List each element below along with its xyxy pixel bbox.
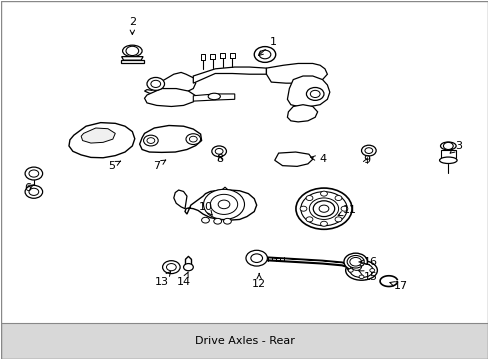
Text: 5: 5 bbox=[108, 161, 121, 171]
Circle shape bbox=[369, 269, 374, 272]
Text: 13: 13 bbox=[154, 271, 170, 287]
Circle shape bbox=[210, 194, 237, 215]
Circle shape bbox=[166, 264, 176, 271]
Polygon shape bbox=[140, 126, 201, 152]
Text: Drive Axles - Rear: Drive Axles - Rear bbox=[194, 336, 294, 346]
Circle shape bbox=[334, 195, 341, 201]
Ellipse shape bbox=[440, 142, 455, 150]
Circle shape bbox=[185, 134, 200, 144]
Circle shape bbox=[305, 217, 312, 222]
Circle shape bbox=[201, 217, 209, 223]
Circle shape bbox=[223, 219, 231, 224]
Polygon shape bbox=[287, 105, 317, 122]
Circle shape bbox=[215, 148, 223, 154]
Polygon shape bbox=[274, 152, 312, 166]
Text: 6: 6 bbox=[24, 183, 34, 193]
Circle shape bbox=[346, 260, 366, 274]
Text: 4: 4 bbox=[310, 154, 325, 164]
Circle shape bbox=[347, 269, 352, 272]
Circle shape bbox=[340, 206, 347, 211]
Polygon shape bbox=[440, 149, 455, 158]
Circle shape bbox=[218, 200, 229, 209]
Circle shape bbox=[250, 254, 262, 262]
Circle shape bbox=[351, 263, 361, 270]
Circle shape bbox=[443, 142, 452, 149]
Polygon shape bbox=[69, 123, 135, 158]
Ellipse shape bbox=[343, 253, 366, 270]
Text: 16: 16 bbox=[358, 257, 378, 267]
Circle shape bbox=[183, 264, 193, 271]
Circle shape bbox=[211, 146, 226, 157]
Text: 7: 7 bbox=[153, 160, 165, 171]
Text: 8: 8 bbox=[216, 154, 223, 164]
Ellipse shape bbox=[345, 261, 377, 280]
Circle shape bbox=[305, 195, 312, 201]
Circle shape bbox=[358, 275, 363, 279]
Text: 17: 17 bbox=[389, 281, 407, 291]
Ellipse shape bbox=[208, 93, 220, 100]
Polygon shape bbox=[287, 76, 329, 107]
Text: 1: 1 bbox=[258, 37, 277, 55]
Circle shape bbox=[147, 138, 155, 143]
Circle shape bbox=[320, 221, 327, 226]
Polygon shape bbox=[173, 190, 186, 209]
Text: 10: 10 bbox=[198, 202, 212, 215]
Circle shape bbox=[319, 205, 328, 212]
Circle shape bbox=[126, 46, 139, 55]
Circle shape bbox=[364, 148, 372, 153]
Ellipse shape bbox=[309, 198, 338, 220]
Text: 9: 9 bbox=[362, 155, 369, 165]
Circle shape bbox=[254, 46, 275, 62]
Polygon shape bbox=[144, 89, 195, 107]
Text: 12: 12 bbox=[251, 274, 265, 289]
Circle shape bbox=[213, 219, 221, 224]
Circle shape bbox=[151, 80, 160, 87]
Ellipse shape bbox=[295, 188, 351, 229]
Text: 2: 2 bbox=[128, 17, 136, 35]
Ellipse shape bbox=[346, 256, 364, 268]
Circle shape bbox=[349, 257, 361, 266]
Text: 14: 14 bbox=[176, 272, 190, 287]
Ellipse shape bbox=[349, 263, 372, 278]
Polygon shape bbox=[184, 190, 256, 220]
Text: 15: 15 bbox=[358, 271, 378, 282]
Text: 3: 3 bbox=[449, 141, 462, 153]
Circle shape bbox=[143, 135, 158, 146]
Polygon shape bbox=[266, 63, 327, 83]
Circle shape bbox=[162, 261, 180, 274]
Circle shape bbox=[25, 185, 42, 198]
Circle shape bbox=[25, 167, 42, 180]
Circle shape bbox=[203, 189, 244, 220]
Circle shape bbox=[310, 90, 320, 98]
Polygon shape bbox=[121, 60, 144, 63]
Circle shape bbox=[361, 145, 375, 156]
Circle shape bbox=[334, 217, 341, 222]
Ellipse shape bbox=[122, 45, 142, 57]
Circle shape bbox=[245, 250, 267, 266]
Ellipse shape bbox=[439, 157, 456, 163]
Ellipse shape bbox=[300, 192, 346, 226]
Polygon shape bbox=[193, 67, 266, 83]
Circle shape bbox=[259, 50, 270, 59]
Polygon shape bbox=[144, 72, 195, 96]
FancyBboxPatch shape bbox=[0, 323, 488, 359]
Circle shape bbox=[29, 188, 39, 195]
Polygon shape bbox=[122, 57, 143, 60]
Circle shape bbox=[300, 206, 306, 211]
Text: 11: 11 bbox=[337, 206, 356, 216]
Polygon shape bbox=[193, 94, 234, 101]
Circle shape bbox=[313, 201, 334, 217]
Polygon shape bbox=[81, 128, 115, 143]
Circle shape bbox=[358, 262, 363, 266]
Circle shape bbox=[306, 87, 324, 100]
Circle shape bbox=[189, 136, 197, 142]
Circle shape bbox=[147, 77, 164, 90]
Circle shape bbox=[320, 191, 327, 196]
Circle shape bbox=[29, 170, 39, 177]
